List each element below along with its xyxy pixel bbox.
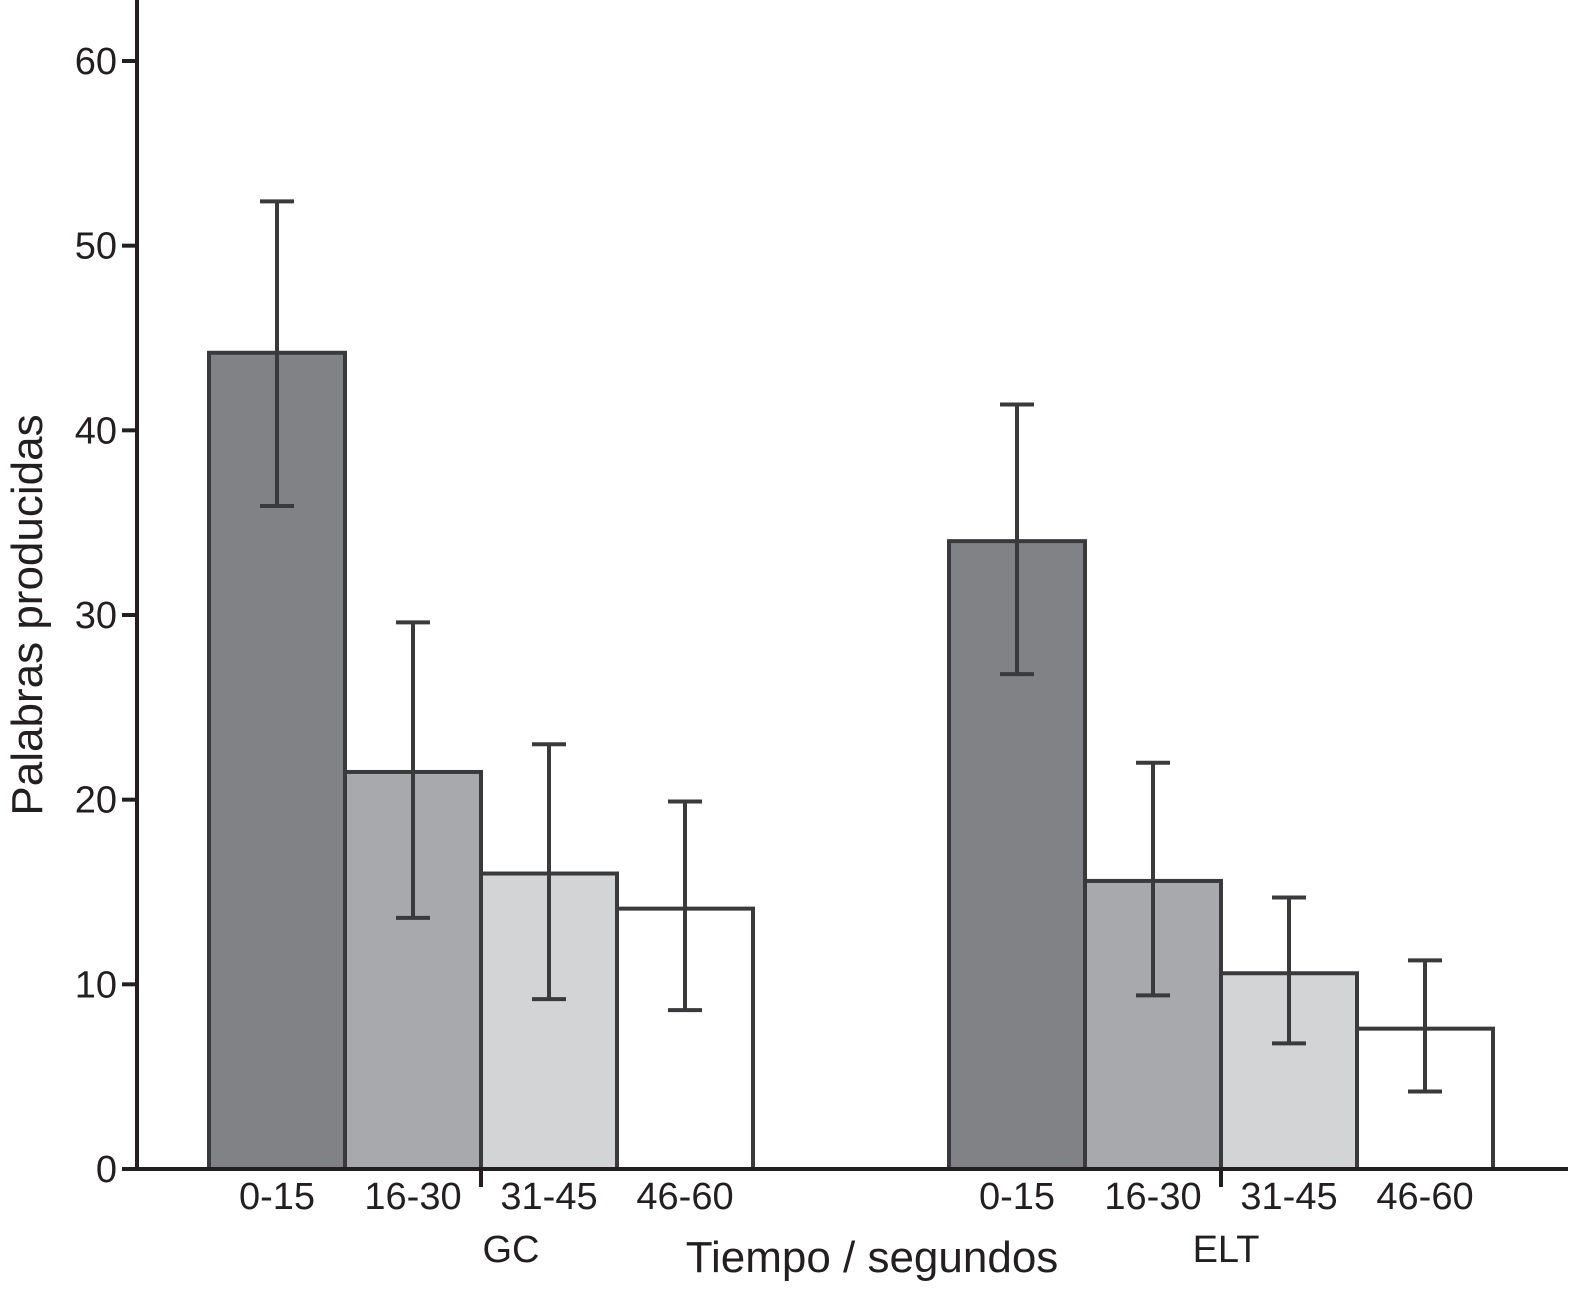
- x-tick-label: 16-30: [364, 1176, 461, 1218]
- axes-layer: [135, 0, 1568, 1171]
- error-bar-elt-46-60: [1408, 958, 1442, 1094]
- error-bar-elt-16-30: [1136, 760, 1170, 998]
- x-tick-label: 31-45: [1240, 1176, 1337, 1218]
- y-tick-label: 10: [75, 964, 117, 1006]
- bars-layer: [207, 199, 1495, 1172]
- x-tick-label: 0-15: [979, 1176, 1055, 1218]
- x-tick-label: 0-15: [239, 1176, 315, 1218]
- y-tick-label: 50: [75, 226, 117, 268]
- x-tick-label: 46-60: [1376, 1176, 1473, 1218]
- x-tick-label: 46-60: [636, 1176, 733, 1218]
- group-label-elt: ELT: [1193, 1229, 1260, 1271]
- y-tick-label: 0: [96, 1149, 117, 1191]
- y-tick-label: 30: [75, 595, 117, 637]
- y-tick-label: 40: [75, 410, 117, 452]
- error-bar-gc-46-60: [668, 799, 702, 1013]
- y-tick-label: 60: [75, 41, 117, 83]
- x-tick-label: 16-30: [1104, 1176, 1201, 1218]
- x-axis-title: Tiempo / segundos: [686, 1233, 1059, 1282]
- y-axis-title: Palabras producidas: [3, 414, 52, 815]
- error-bar-elt-0-15: [1000, 402, 1034, 677]
- labels-layer: 0 10 20 30 40 50 60 0-15 16-30 31-45 46-60 GC 0-15 16…: [75, 41, 1474, 1271]
- error-bar-gc-31-45: [532, 742, 566, 1002]
- group-label-gc: GC: [483, 1229, 540, 1271]
- ticks-layer: [122, 59, 1223, 1187]
- error-bar-gc-16-30: [396, 620, 430, 920]
- error-bar-gc-0-15: [260, 199, 294, 509]
- error-bar-elt-31-45: [1272, 895, 1306, 1046]
- x-tick-label: 31-45: [500, 1176, 597, 1218]
- y-tick-label: 20: [75, 780, 117, 822]
